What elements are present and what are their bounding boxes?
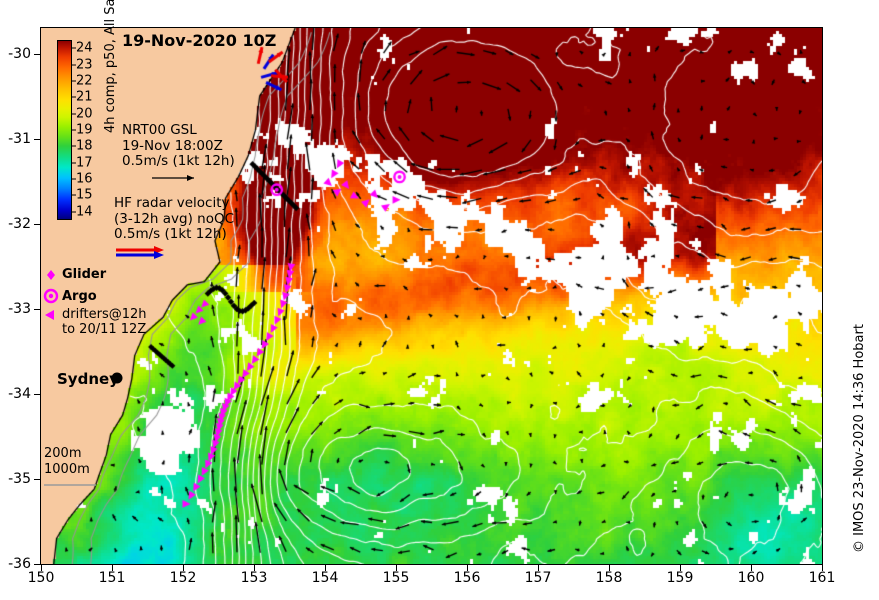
x-tickmark: [183, 564, 184, 571]
model-annotation-line3: 0.5m/s (1kt 12h): [122, 153, 235, 169]
city-label-sydney: Sydney: [57, 370, 119, 388]
y-tickmark: [34, 564, 41, 565]
hfradar-annotation: HF radar velocity (3-12h avg) noQC 0.5m/…: [114, 195, 235, 261]
colorbar-tickmark: [72, 80, 76, 82]
colorbar-tickmark: [72, 129, 76, 131]
x-tick-153: 153: [240, 570, 268, 586]
colorbar-tick-24: 24: [76, 40, 93, 56]
colorbar-tickmark: [72, 113, 76, 115]
y-tick--31: -31: [8, 130, 31, 147]
drifter-marker-icon: [45, 310, 54, 320]
y-tickmark: [34, 393, 41, 395]
x-tickmark: [822, 564, 823, 571]
colorbar-tick-14: 14: [76, 204, 93, 220]
x-tickmark: [467, 564, 468, 571]
colorbar-tick-18: 18: [76, 138, 93, 154]
y-tick--34: -34: [8, 385, 31, 402]
model-annotation-line2: 19-Nov 18:00Z: [122, 137, 223, 154]
x-tick-156: 156: [453, 570, 481, 586]
colorbar-tickmark: [72, 96, 76, 98]
colorbar-tick-23: 23: [76, 57, 93, 73]
legend-label-argo: Argo: [62, 289, 97, 304]
y-tickmark: [34, 223, 41, 225]
colorbar-tickmark: [72, 178, 76, 180]
x-tick-158: 158: [595, 570, 623, 586]
colorbar-tickmark: [72, 194, 76, 196]
page-title: 19-Nov-2020 10Z: [122, 31, 277, 50]
x-tickmark: [609, 564, 610, 571]
hfradar-annotation-line3: 0.5m/s (1kt 12h): [114, 226, 227, 242]
legend-drifters-line1: drifters@12h: [62, 307, 147, 322]
colorbar-tick-22: 22: [76, 73, 93, 89]
colorbar-title: 4h comp, p50, All Sats: [103, 0, 118, 133]
x-tickmark: [325, 564, 326, 571]
colorbar-tick-17: 17: [76, 155, 93, 171]
x-tickmark: [538, 564, 539, 571]
y-tickmark: [34, 138, 41, 140]
hfradar-annotation-line1: HF radar velocity: [114, 195, 230, 211]
glider-marker-icon: [47, 270, 55, 280]
x-tick-151: 151: [98, 570, 126, 586]
model-vector-scale-arrow: [152, 174, 194, 181]
colorbar-tick-21: 21: [76, 89, 93, 105]
x-tickmark: [751, 564, 752, 571]
copyright-label: © IMOS 23-Nov-2020 14:36 Hobart: [852, 324, 867, 553]
legend-drifters-line2: to 20/11 12Z: [62, 322, 147, 337]
x-tick-152: 152: [169, 570, 197, 586]
x-tickmark: [112, 564, 113, 571]
y-tick--35: -35: [8, 470, 31, 487]
city-marker-sydney: [111, 372, 123, 384]
y-tickmark: [34, 308, 41, 310]
x-tick-155: 155: [382, 570, 410, 586]
sst-colorbar: [57, 40, 72, 220]
x-tickmark: [41, 564, 42, 571]
bathymetry-label-200m: 200m: [44, 446, 82, 461]
colorbar-tickmark: [72, 145, 76, 147]
colorbar-tick-15: 15: [76, 187, 93, 203]
y-tickmark: [34, 478, 41, 480]
y-tick--32: -32: [8, 215, 31, 232]
legend-label-drifters: drifters@12h to 20/11 12Z: [62, 307, 147, 337]
model-annotation-line1: NRT00 GSL: [122, 122, 197, 138]
y-tick--33: -33: [8, 300, 31, 317]
colorbar-tickmark: [72, 47, 76, 49]
y-tick--36: -36: [8, 556, 31, 572]
bathymetry-legend: 200m 1000m: [44, 446, 100, 489]
x-tick-160: 160: [737, 570, 765, 586]
bathymetry-line-swatch: [44, 484, 96, 486]
legend-label-glider: Glider: [62, 267, 107, 282]
hfradar-annotation-line2: (3-12h avg) noQC: [114, 210, 235, 227]
x-tickmark: [680, 564, 681, 571]
y-tick--30: -30: [8, 45, 31, 62]
x-tick-154: 154: [311, 570, 339, 586]
colorbar-tick-16: 16: [76, 171, 93, 187]
hfradar-vector-scale-arrows: [116, 245, 164, 259]
colorbar-tickmark: [72, 211, 76, 213]
x-tick-161: 161: [808, 570, 836, 586]
model-annotation: NRT00 GSL 19-Nov 18:00Z 0.5m/s (1kt 12h): [122, 122, 235, 185]
map-plot-area[interactable]: [40, 27, 823, 565]
x-tickmark: [396, 564, 397, 571]
x-tick-150: 150: [27, 570, 55, 586]
argo-marker-icon: [43, 288, 59, 304]
x-tick-157: 157: [524, 570, 552, 586]
overlay-canvas: [41, 28, 822, 564]
y-tickmark: [34, 53, 41, 55]
x-tick-159: 159: [666, 570, 694, 586]
colorbar-tickmark: [72, 64, 76, 66]
bathymetry-label-1000m: 1000m: [44, 462, 90, 477]
x-tickmark: [254, 564, 255, 571]
colorbar-tick-19: 19: [76, 122, 93, 138]
colorbar-tick-20: 20: [76, 106, 93, 122]
colorbar-tickmark: [72, 162, 76, 164]
